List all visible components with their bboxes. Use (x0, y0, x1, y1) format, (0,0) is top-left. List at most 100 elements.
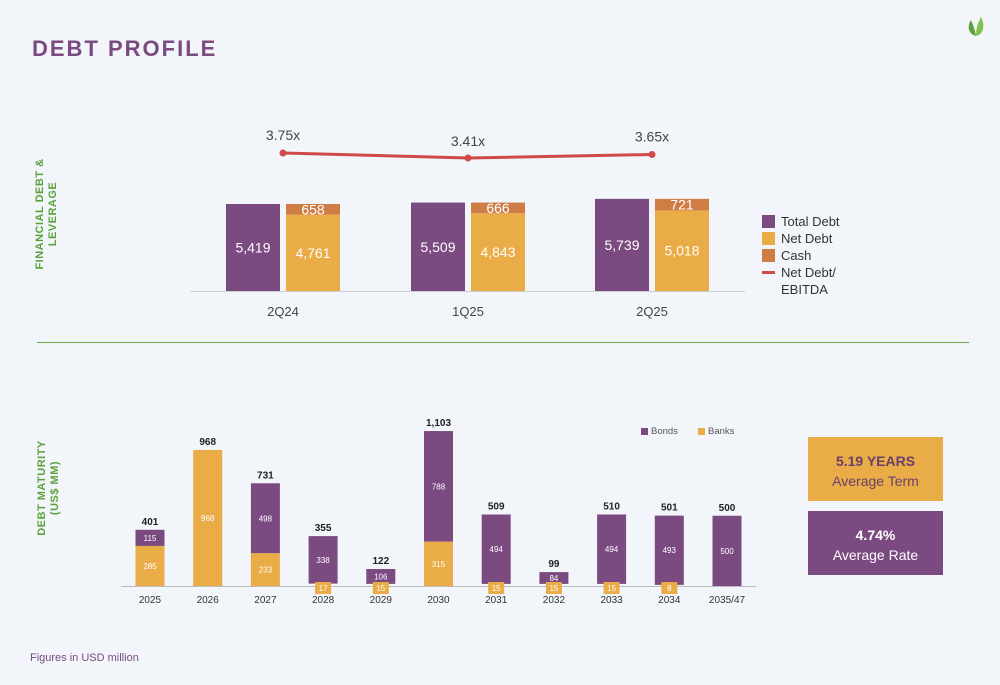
total-debt-value-label: 5,739 (604, 237, 639, 253)
bonds-segment-label: 494 (605, 545, 619, 554)
banks-segment-label: 15 (492, 584, 501, 593)
year-axis-label: 2027 (254, 595, 277, 606)
bonds-segment-label: 498 (259, 514, 273, 523)
total-debt-bar (595, 198, 649, 291)
legend-total-debt-text: Total Debt (781, 214, 840, 229)
legend-banks-text: Banks (708, 426, 735, 437)
bonds-segment-label: 84 (549, 574, 558, 583)
year-axis-label: 2035/47 (709, 595, 746, 606)
banks-swatch-icon (698, 428, 705, 435)
quarter-axis-label: 2Q24 (267, 304, 299, 319)
net-debt-ebitda-value-label: 3.75x (266, 127, 300, 143)
banks-segment-label: 15 (549, 584, 558, 593)
total-debt-bar (411, 202, 465, 291)
year-axis-label: 2028 (312, 595, 335, 606)
banks-segment-label: 17 (319, 584, 328, 593)
leverage-chart: 5,419 4,761 658 2Q24 5,509 4,843 666 1Q25 5,739 5… (190, 127, 745, 319)
year-axis-label: 2034 (658, 595, 681, 606)
bonds-segment-label: 106 (374, 572, 388, 581)
maturity-total-label: 509 (488, 501, 505, 512)
year-axis-label: 2031 (485, 595, 508, 606)
net-debt-ebitda-point (648, 150, 656, 158)
maturity-total-label: 510 (603, 501, 620, 512)
year-axis-label: 2033 (600, 595, 623, 606)
average-rate-card: 4.74% Average Rate (808, 511, 943, 575)
quarter-axis-label: 1Q25 (452, 304, 484, 319)
average-term-label: Average Term (832, 473, 919, 489)
net-debt-value-label: 4,843 (480, 244, 515, 260)
bonds-bar-segment (481, 514, 511, 584)
maturity-total-label: 401 (142, 517, 159, 528)
bonds-bar-segment (250, 483, 280, 554)
banks-bar-segment (250, 553, 280, 586)
banks-bar-segment (193, 450, 223, 586)
banks-segment-label: 15 (607, 584, 616, 593)
legend-item-net-debt-ebitda: Net Debt/ EBITDA (762, 264, 840, 298)
banks-bar-segment (488, 582, 505, 594)
legend-bonds-text: Bonds (651, 426, 678, 437)
bonds-segment-label: 494 (490, 545, 504, 554)
legend-item-cash: Cash (762, 247, 840, 264)
banks-bar-segment (424, 541, 453, 586)
banks-segment-label: 15 (376, 584, 385, 593)
total-debt-value-label: 5,419 (235, 240, 270, 256)
average-rate-value: 4.74% (855, 527, 896, 543)
net-debt-ebitda-point (279, 149, 287, 157)
banks-bar-segment (661, 582, 678, 594)
average-term-value: 5.19 YEARS (835, 453, 916, 469)
net-debt-ebitda-value-label: 3.41x (451, 133, 485, 149)
legend-item-net-debt: Net Debt (762, 230, 840, 247)
banks-bar-segment (135, 545, 165, 586)
net-debt-ebitda-point (464, 154, 472, 162)
year-axis-label: 2026 (197, 595, 220, 606)
banks-segment-label: 968 (201, 514, 215, 523)
bonds-bar-segment (308, 536, 338, 584)
legend-item-total-debt: Total Debt (762, 213, 840, 230)
maturity-total-label: 99 (548, 559, 560, 570)
footnote: Figures in USD million (30, 652, 139, 664)
net-debt-bar (655, 210, 709, 291)
bonds-bar-segment (135, 529, 165, 546)
quarter-axis-label: 2Q25 (636, 304, 668, 319)
net-debt-bar (471, 213, 525, 291)
bonds-bar-segment (424, 431, 453, 542)
cash-swatch-icon (762, 249, 775, 262)
maturity-chart: 115 285 401 2025 968 968 2026 498 233 731 2027 338 1… (121, 418, 756, 606)
leverage-legend: Total Debt Net Debt Cash Net Debt/ EBITD… (762, 213, 840, 298)
bonds-bar-segment (539, 572, 569, 584)
cash-value-label: 666 (486, 200, 510, 216)
maturity-total-label: 731 (257, 470, 274, 481)
banks-bar-segment (315, 582, 332, 594)
bonds-bar-segment (366, 569, 396, 584)
average-rate-label: Average Rate (832, 547, 919, 563)
banks-segment-label: 233 (259, 566, 273, 575)
net-debt-swatch-icon (762, 232, 775, 245)
banks-bar-segment (372, 582, 389, 594)
maturity-total-label: 122 (372, 556, 389, 567)
bonds-segment-label: 493 (663, 546, 677, 555)
legend-item-bonds: Bonds (641, 426, 678, 437)
maturity-total-label: 355 (315, 523, 332, 534)
leaf-logo-icon (968, 17, 984, 36)
banks-segment-label: 315 (432, 560, 446, 569)
legend-item-banks: Banks (698, 426, 734, 437)
banks-bar-segment (545, 582, 562, 594)
average-term-card: 5.19 YEARS Average Term (808, 437, 943, 501)
net-debt-ebitda-value-label: 3.65x (635, 128, 669, 144)
bonds-segment-label: 338 (316, 556, 330, 565)
cash-bar (471, 202, 525, 214)
page-title: DEBT PROFILE (32, 36, 218, 61)
net-debt-ebitda-line-icon (762, 271, 775, 274)
year-axis-label: 2025 (139, 595, 162, 606)
bonds-segment-label: 500 (720, 547, 734, 556)
bonds-segment-label: 788 (432, 482, 446, 491)
legend-cash-text: Cash (781, 248, 812, 263)
year-axis-label: 2029 (370, 595, 393, 606)
legend-net-debt-ebitda-text: Net Debt/ EBITDA (781, 265, 836, 297)
year-axis-label: 2032 (543, 595, 566, 606)
maturity-total-label: 1,103 (426, 418, 451, 429)
net-debt-value-label: 5,018 (664, 243, 699, 259)
cash-value-label: 721 (670, 197, 694, 213)
section-divider (37, 342, 969, 343)
banks-segment-label: 285 (143, 562, 157, 571)
